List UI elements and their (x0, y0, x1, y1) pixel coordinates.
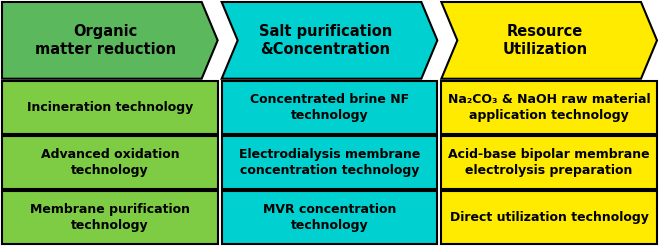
FancyBboxPatch shape (2, 81, 217, 134)
Polygon shape (442, 2, 657, 79)
Text: Electrodialysis membrane
concentration technology: Electrodialysis membrane concentration t… (239, 148, 420, 177)
FancyBboxPatch shape (221, 136, 438, 189)
FancyBboxPatch shape (442, 81, 657, 134)
FancyBboxPatch shape (2, 136, 217, 189)
Text: Salt purification
&Concentration: Salt purification &Concentration (259, 24, 392, 57)
Polygon shape (221, 2, 438, 79)
Text: Na₂CO₃ & NaOH raw material
application technology: Na₂CO₃ & NaOH raw material application t… (448, 93, 650, 122)
FancyBboxPatch shape (442, 191, 657, 244)
Text: Direct utilization technology: Direct utilization technology (449, 211, 648, 224)
FancyBboxPatch shape (442, 136, 657, 189)
Text: Advanced oxidation
technology: Advanced oxidation technology (40, 148, 179, 177)
Text: Incineration technology: Incineration technology (27, 101, 193, 114)
FancyBboxPatch shape (221, 191, 438, 244)
Polygon shape (2, 2, 217, 79)
FancyBboxPatch shape (221, 81, 438, 134)
Text: Concentrated brine NF
technology: Concentrated brine NF technology (250, 93, 409, 122)
Text: MVR concentration
technology: MVR concentration technology (263, 203, 396, 232)
Text: Organic
matter reduction: Organic matter reduction (36, 24, 177, 57)
Text: Acid-base bipolar membrane
electrolysis preparation: Acid-base bipolar membrane electrolysis … (448, 148, 650, 177)
Text: Resource
Utilization: Resource Utilization (503, 24, 588, 57)
FancyBboxPatch shape (2, 191, 217, 244)
Text: Membrane purification
technology: Membrane purification technology (30, 203, 190, 232)
